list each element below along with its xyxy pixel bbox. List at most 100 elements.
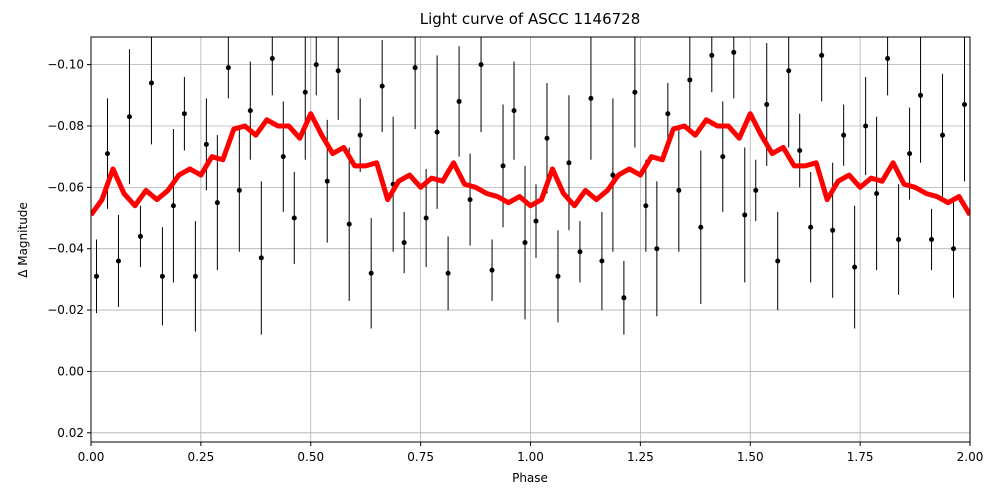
data-point <box>401 240 407 246</box>
data-point <box>423 215 429 221</box>
x-tick-label: 1.25 <box>627 450 654 464</box>
data-point <box>841 132 847 138</box>
data-point <box>412 65 418 71</box>
data-point <box>511 108 517 114</box>
data-point <box>148 80 154 86</box>
data-point <box>929 237 935 242</box>
data-point <box>555 273 561 279</box>
data-point <box>368 270 374 276</box>
data-point <box>753 187 759 193</box>
data-point <box>786 68 792 74</box>
x-tick-label: 2.00 <box>957 450 984 464</box>
axes: 0.00 0.25 0.50 0.75 1.00 1.25 1.50 1.75 2.00 −0.1… <box>47 58 983 464</box>
y-axis-label: Δ Magnitude <box>16 202 30 278</box>
data-point <box>170 203 176 209</box>
data-point <box>577 249 583 255</box>
data-point <box>951 246 957 252</box>
data-point <box>379 83 385 89</box>
data-point <box>225 65 231 71</box>
data-point <box>720 154 726 160</box>
data-point <box>324 178 330 184</box>
data-point <box>544 135 550 141</box>
data-point <box>269 55 275 61</box>
x-tick-label: 1.50 <box>737 450 764 464</box>
data-point <box>291 215 297 221</box>
data-point <box>335 68 341 74</box>
y-tick-label: −0.08 <box>47 119 84 133</box>
data-point <box>621 295 627 301</box>
x-tick-label: 0.50 <box>297 450 324 464</box>
x-tick-label: 0.75 <box>407 450 434 464</box>
data-point <box>500 163 506 169</box>
data-point <box>687 77 693 83</box>
data-point <box>874 190 880 196</box>
data-point <box>797 148 803 154</box>
y-tick-label: 0.00 <box>57 364 84 378</box>
data-point <box>236 187 242 193</box>
data-point <box>115 258 121 264</box>
data-point <box>181 111 187 117</box>
data-point <box>214 200 220 206</box>
data-point <box>533 218 539 224</box>
data-point <box>434 129 440 135</box>
data-point <box>93 273 99 279</box>
data-point <box>192 273 198 279</box>
data-point <box>522 240 528 246</box>
data-point <box>599 258 605 264</box>
data-point <box>896 237 902 242</box>
data-point <box>588 95 594 101</box>
y-tick-label: −0.10 <box>47 58 84 72</box>
x-axis-label: Phase <box>512 471 548 485</box>
data-point <box>137 233 143 239</box>
data-point <box>632 89 638 95</box>
data-point <box>258 255 264 261</box>
data-point <box>566 160 572 166</box>
y-tick-label: 0.02 <box>57 426 84 440</box>
x-tick-label: 1.00 <box>517 450 544 464</box>
data-point <box>456 98 462 104</box>
data-point <box>610 172 616 178</box>
y-tick-label: −0.04 <box>47 242 84 256</box>
data-point <box>775 258 781 264</box>
data-point <box>698 224 704 230</box>
data-point <box>302 89 308 95</box>
data-point <box>885 55 891 61</box>
data-point <box>852 264 858 270</box>
data-point <box>280 154 286 160</box>
data-point <box>357 132 363 138</box>
data-point <box>830 227 836 233</box>
data-point <box>104 151 110 157</box>
x-tick-label: 0.00 <box>78 450 105 464</box>
x-tick-label: 0.25 <box>188 450 215 464</box>
data-point <box>731 49 737 55</box>
data-point <box>346 221 352 227</box>
data-point <box>313 62 319 68</box>
trend-line <box>91 111 970 217</box>
data-point <box>126 114 132 120</box>
data-point <box>863 123 869 129</box>
data-point <box>654 246 660 252</box>
data-point <box>676 187 682 193</box>
data-point <box>445 270 451 276</box>
data-point <box>764 102 770 107</box>
data-point <box>808 224 814 230</box>
data-point <box>478 62 484 68</box>
data-point <box>665 111 671 117</box>
data-point <box>907 151 913 157</box>
chart-title: Light curve of ASCC 1146728 <box>420 10 641 28</box>
plot-area <box>91 37 970 335</box>
data-point <box>918 92 924 98</box>
data-point <box>159 273 165 279</box>
data-point <box>962 102 968 107</box>
data-point <box>819 52 825 58</box>
data-point <box>489 267 495 273</box>
y-tick-label: −0.06 <box>47 180 84 194</box>
data-point <box>940 132 946 138</box>
data-point <box>467 197 473 203</box>
y-tick-label: −0.02 <box>47 303 84 317</box>
data-point <box>203 141 209 147</box>
data-point <box>709 52 715 58</box>
